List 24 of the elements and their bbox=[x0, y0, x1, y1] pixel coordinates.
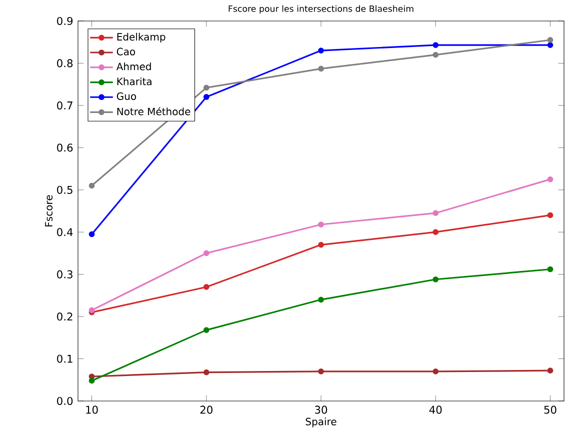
legend-label: Kharita bbox=[117, 77, 152, 86]
y-tick-label: 0.2 bbox=[57, 312, 72, 321]
y-tick-label: 0.3 bbox=[57, 270, 72, 278]
y-tick-label: 0.0 bbox=[57, 396, 73, 406]
x-tick-label: 50 bbox=[544, 406, 556, 414]
y-tick-label: 0.1 bbox=[57, 354, 72, 363]
x-tick-label: 40 bbox=[429, 406, 442, 414]
legend-label: Notre Méthode bbox=[117, 107, 190, 116]
x-tick-label: 20 bbox=[200, 406, 212, 414]
x-tick-label: 30 bbox=[315, 406, 328, 414]
y-tick-label: 0.8 bbox=[57, 59, 73, 68]
y-tick-label: 0.6 bbox=[57, 144, 73, 152]
y-tick-label: 0.9 bbox=[57, 16, 73, 26]
y-tick-label: 0.5 bbox=[57, 186, 72, 194]
x-axis-title: Spaire bbox=[306, 418, 336, 428]
chart-title: Fscore pour les intersections de Blaesheim bbox=[228, 5, 414, 14]
legend-label: Cao bbox=[116, 48, 136, 56]
y-axis-title: Fscore bbox=[45, 195, 53, 226]
legend-label: Guo bbox=[116, 92, 136, 100]
y-tick-label: 0.7 bbox=[57, 101, 72, 110]
x-tick-label: 10 bbox=[86, 406, 98, 414]
y-tick-label: 0.4 bbox=[57, 228, 73, 236]
legend-label: Ahmed bbox=[116, 62, 151, 70]
legend-label: Edelkamp bbox=[117, 32, 166, 43]
